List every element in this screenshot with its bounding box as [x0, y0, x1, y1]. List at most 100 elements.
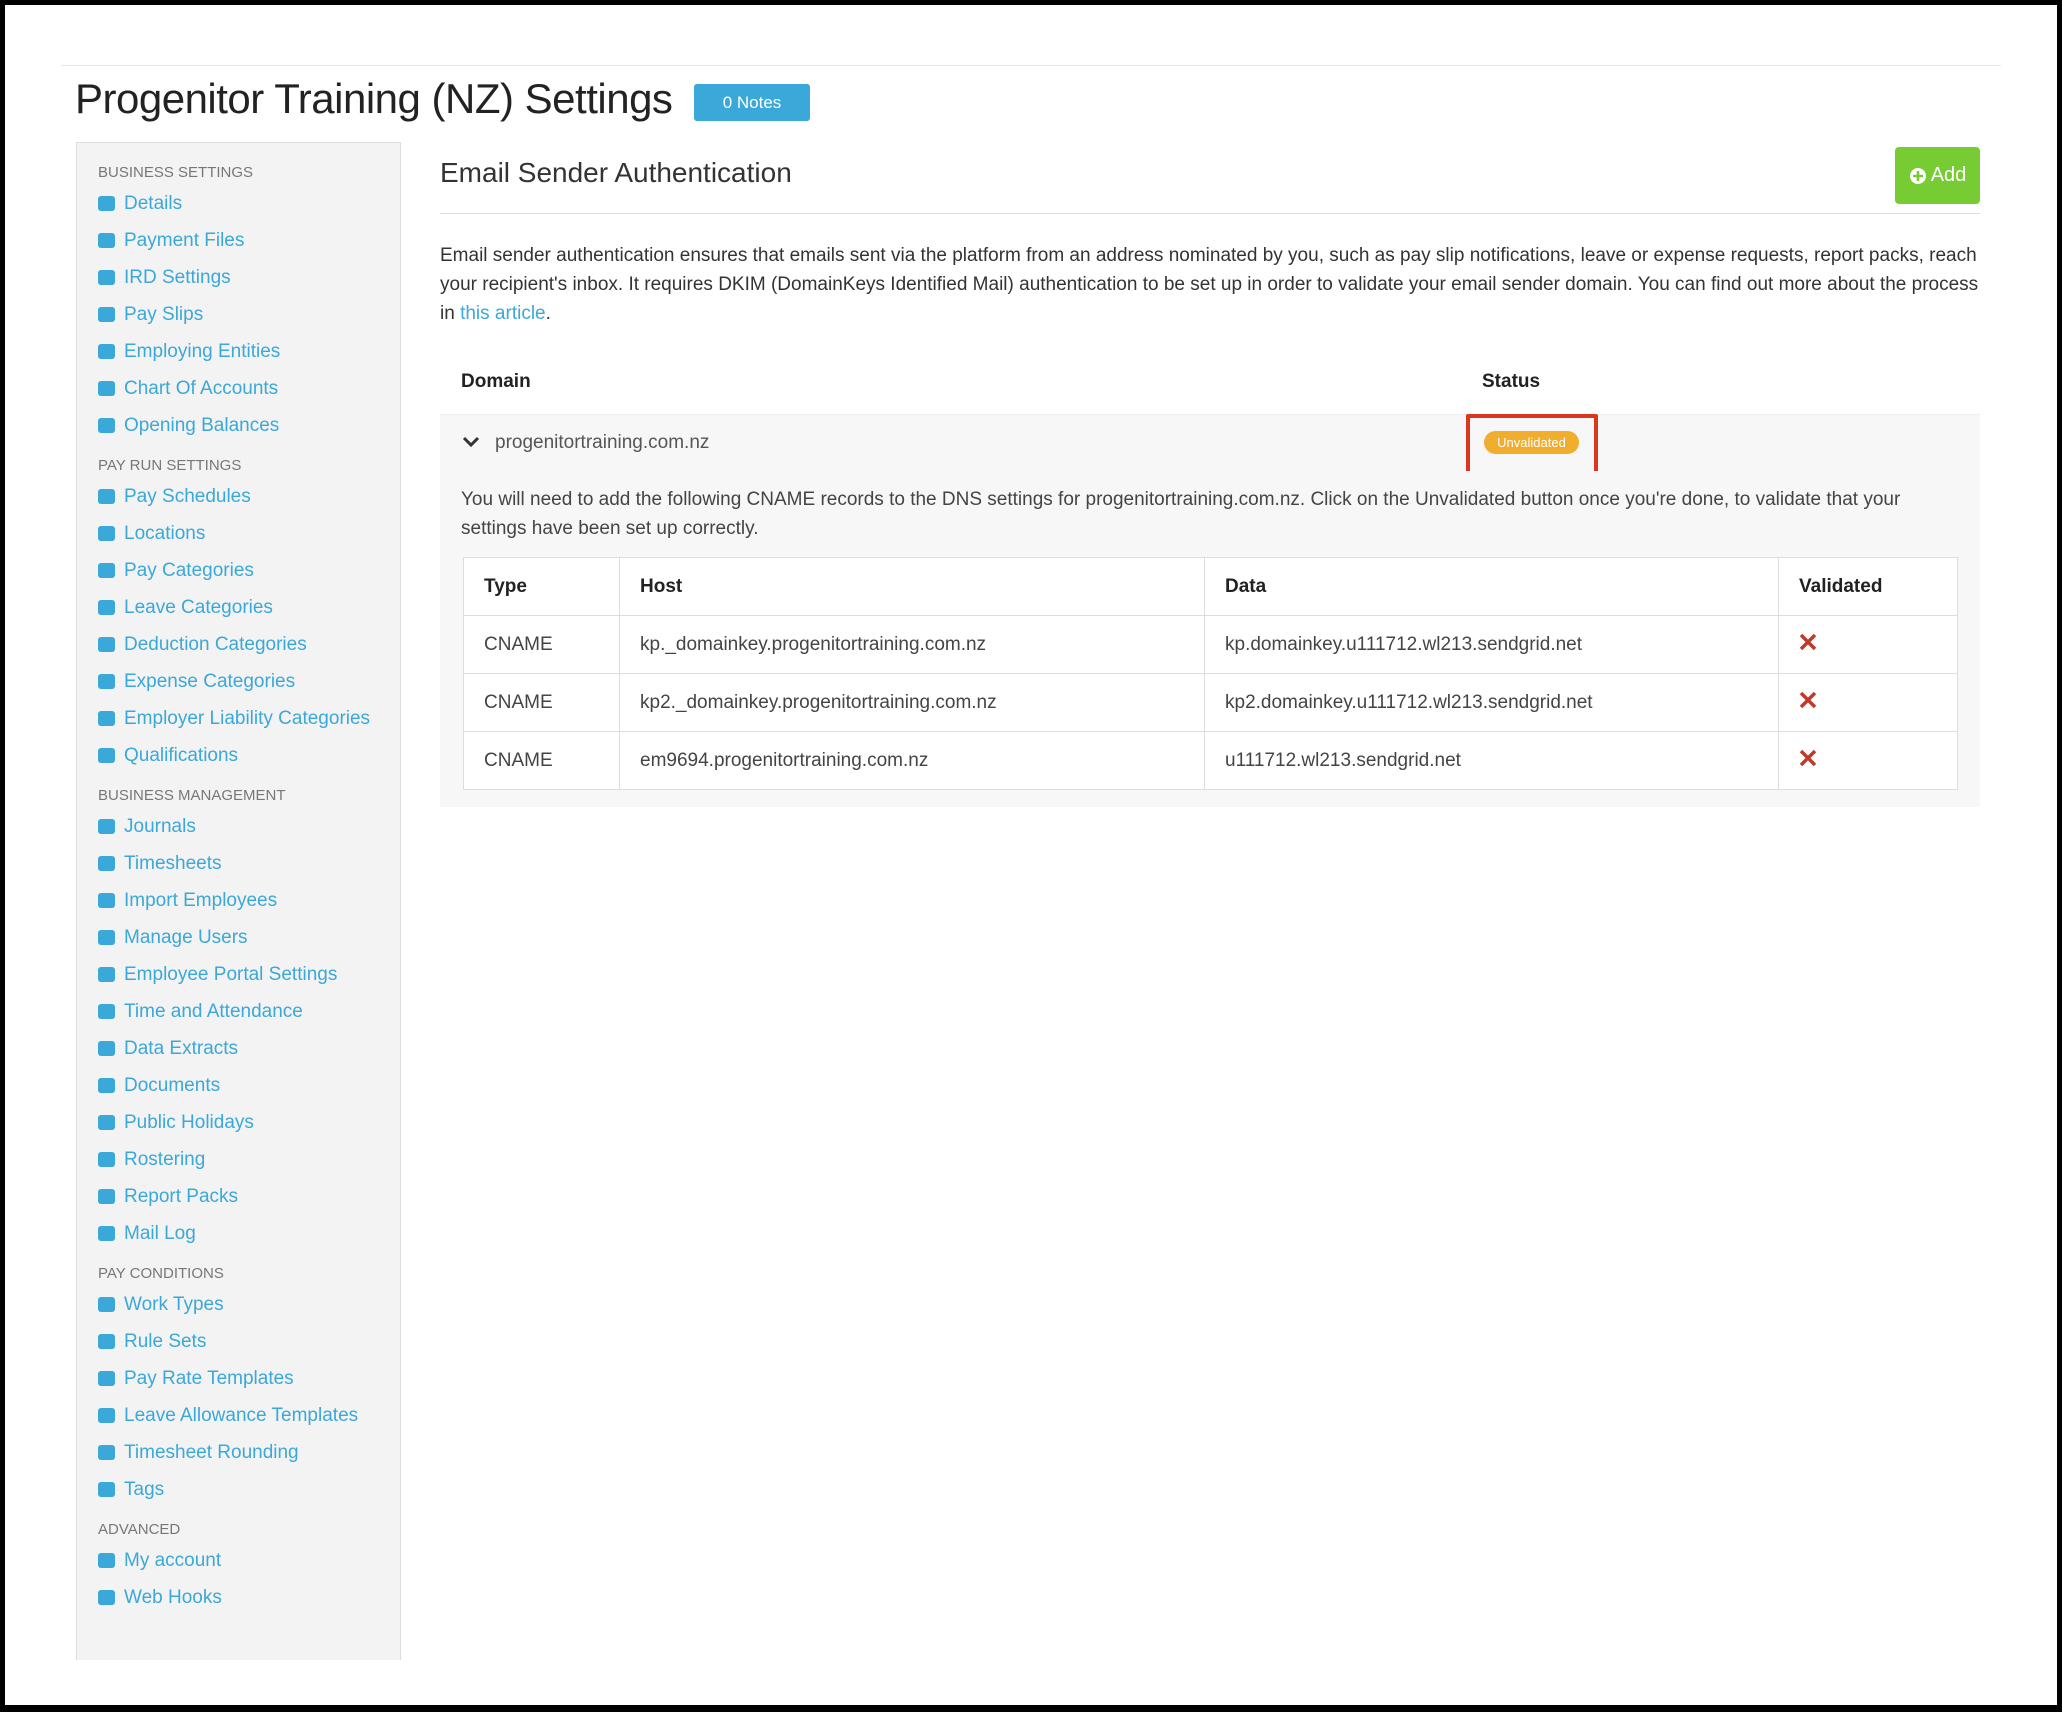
nav-link[interactable]: Timesheet Rounding [98, 1434, 400, 1471]
nav-link[interactable]: Payment Files [98, 222, 400, 259]
nav-label: IRD Settings [124, 266, 231, 288]
nav-link[interactable]: Expense Categories [98, 663, 400, 700]
nav-link[interactable]: My account [98, 1542, 400, 1579]
nav-icon [98, 1041, 115, 1056]
nav-icon [98, 600, 115, 615]
divider [440, 213, 1980, 214]
column-header: Status [1482, 371, 1541, 392]
section-header: PAY CONDITIONS [98, 1265, 224, 1282]
nav-link[interactable]: Leave Allowance Templates [98, 1397, 400, 1434]
notes-button[interactable]: 0 Notes [694, 84, 810, 121]
cell [1778, 615, 1958, 674]
nav-icon [98, 1226, 115, 1241]
records-table: Type Host Data Validated CNAME kp._domainkey.… [463, 557, 1958, 790]
nav-link[interactable]: Data Extracts [98, 1030, 400, 1067]
instructions: You will need to add the following CNAME… [461, 489, 1901, 539]
nav-label: Payment Files [124, 229, 245, 251]
nav-link[interactable]: Pay Categories [98, 552, 400, 589]
nav-icon [98, 893, 115, 908]
nav-label: Employer Liability Categories [124, 707, 371, 729]
nav-link[interactable]: Web Hooks [98, 1579, 400, 1616]
nav-link[interactable]: Pay Slips [98, 296, 400, 333]
button-label: Add [1930, 164, 1967, 186]
nav-link[interactable]: Pay Schedules [98, 478, 400, 515]
nav-label: Leave Allowance Templates [124, 1404, 359, 1426]
nav-icon [98, 1553, 115, 1568]
nav-icon [98, 418, 115, 433]
cross-icon [1799, 691, 1817, 708]
article-link[interactable]: this article [460, 303, 546, 324]
nav-link[interactable]: Work Types [98, 1286, 400, 1323]
cell: kp.domainkey.u111712.wl213.sendgrid.net [1204, 615, 1779, 674]
divider [61, 65, 2001, 66]
cell: CNAME [463, 731, 620, 790]
badge-label: Unvalidated [1497, 435, 1566, 450]
cell: em9694.progenitortraining.com.nz [619, 731, 1205, 790]
nav-label: Public Holidays [124, 1111, 254, 1133]
nav-link[interactable]: Deduction Categories [98, 626, 400, 663]
nav-label: Journals [124, 815, 196, 837]
nav-link[interactable]: Qualifications [98, 737, 400, 774]
nav-label: Pay Rate Templates [124, 1367, 294, 1389]
nav-link[interactable]: Employing Entities [98, 333, 400, 370]
nav-icon [98, 930, 115, 945]
nav-link[interactable]: Pay Rate Templates [98, 1360, 400, 1397]
cross-icon [1799, 749, 1817, 766]
nav-link[interactable]: Report Packs [98, 1178, 400, 1215]
nav-label: Web Hooks [124, 1586, 222, 1608]
nav-link[interactable]: Chart Of Accounts [98, 370, 400, 407]
nav-link[interactable]: Opening Balances [98, 407, 400, 444]
cell [1778, 673, 1958, 732]
add-button[interactable]: Add [1895, 147, 1980, 204]
button-label: 0 Notes [722, 92, 782, 112]
nav-link[interactable]: Public Holidays [98, 1104, 400, 1141]
cell: u111712.wl213.sendgrid.net [1204, 731, 1779, 790]
nav-link[interactable]: Time and Attendance [98, 993, 400, 1030]
text: . [545, 303, 551, 324]
section-header: PAY RUN SETTINGS [98, 457, 242, 474]
column-header: Data [1204, 557, 1779, 616]
nav-icon [98, 489, 115, 504]
nav-link[interactable]: Employer Liability Categories [98, 700, 400, 737]
nav-icon [98, 1408, 115, 1423]
description: Email sender authentication ensures that… [440, 241, 1980, 328]
nav-link[interactable]: Documents [98, 1067, 400, 1104]
nav-link[interactable]: Details [98, 185, 400, 222]
nav-label: Employee Portal Settings [124, 963, 338, 985]
domain-row[interactable]: progenitortraining.com.nz Unvalidated [440, 414, 1980, 479]
nav-icon [98, 1004, 115, 1019]
section-header: BUSINESS MANAGEMENT [98, 787, 286, 804]
nav-label: Mail Log [124, 1222, 196, 1244]
nav-label: Data Extracts [124, 1037, 239, 1059]
nav-icon [98, 1189, 115, 1204]
nav-label: Documents [124, 1074, 221, 1096]
nav-link[interactable]: Employee Portal Settings [98, 956, 400, 993]
nav-link[interactable]: Locations [98, 515, 400, 552]
nav-link[interactable]: Rostering [98, 1141, 400, 1178]
domain: progenitortraining.com.nz [495, 432, 710, 453]
nav-label: My account [124, 1549, 222, 1571]
nav-label: Expense Categories [124, 670, 296, 692]
nav-label: Work Types [124, 1293, 224, 1315]
nav-label: Opening Balances [124, 414, 280, 436]
section-header: ADVANCED [98, 1521, 181, 1538]
nav-link[interactable]: Leave Categories [98, 589, 400, 626]
nav-link[interactable]: IRD Settings [98, 259, 400, 296]
nav-link[interactable]: Tags [98, 1471, 400, 1508]
nav-link[interactable]: Mail Log [98, 1215, 400, 1252]
nav-link[interactable]: Rule Sets [98, 1323, 400, 1360]
nav-label: Time and Attendance [124, 1000, 303, 1022]
nav-link[interactable]: Manage Users [98, 919, 400, 956]
nav-icon [98, 563, 115, 578]
nav-link[interactable]: Import Employees [98, 882, 400, 919]
nav-icon [98, 856, 115, 871]
nav-link[interactable]: Timesheets [98, 845, 400, 882]
nav-label: Rule Sets [124, 1330, 207, 1352]
nav-icon [98, 967, 115, 982]
status-badge[interactable]: Unvalidated [1484, 431, 1579, 454]
nav-link[interactable]: Journals [98, 808, 400, 845]
nav-label: Chart Of Accounts [124, 377, 279, 399]
nav-label: Pay Slips [124, 303, 204, 325]
nav-icon [98, 674, 115, 689]
nav-label: Leave Categories [124, 596, 273, 618]
